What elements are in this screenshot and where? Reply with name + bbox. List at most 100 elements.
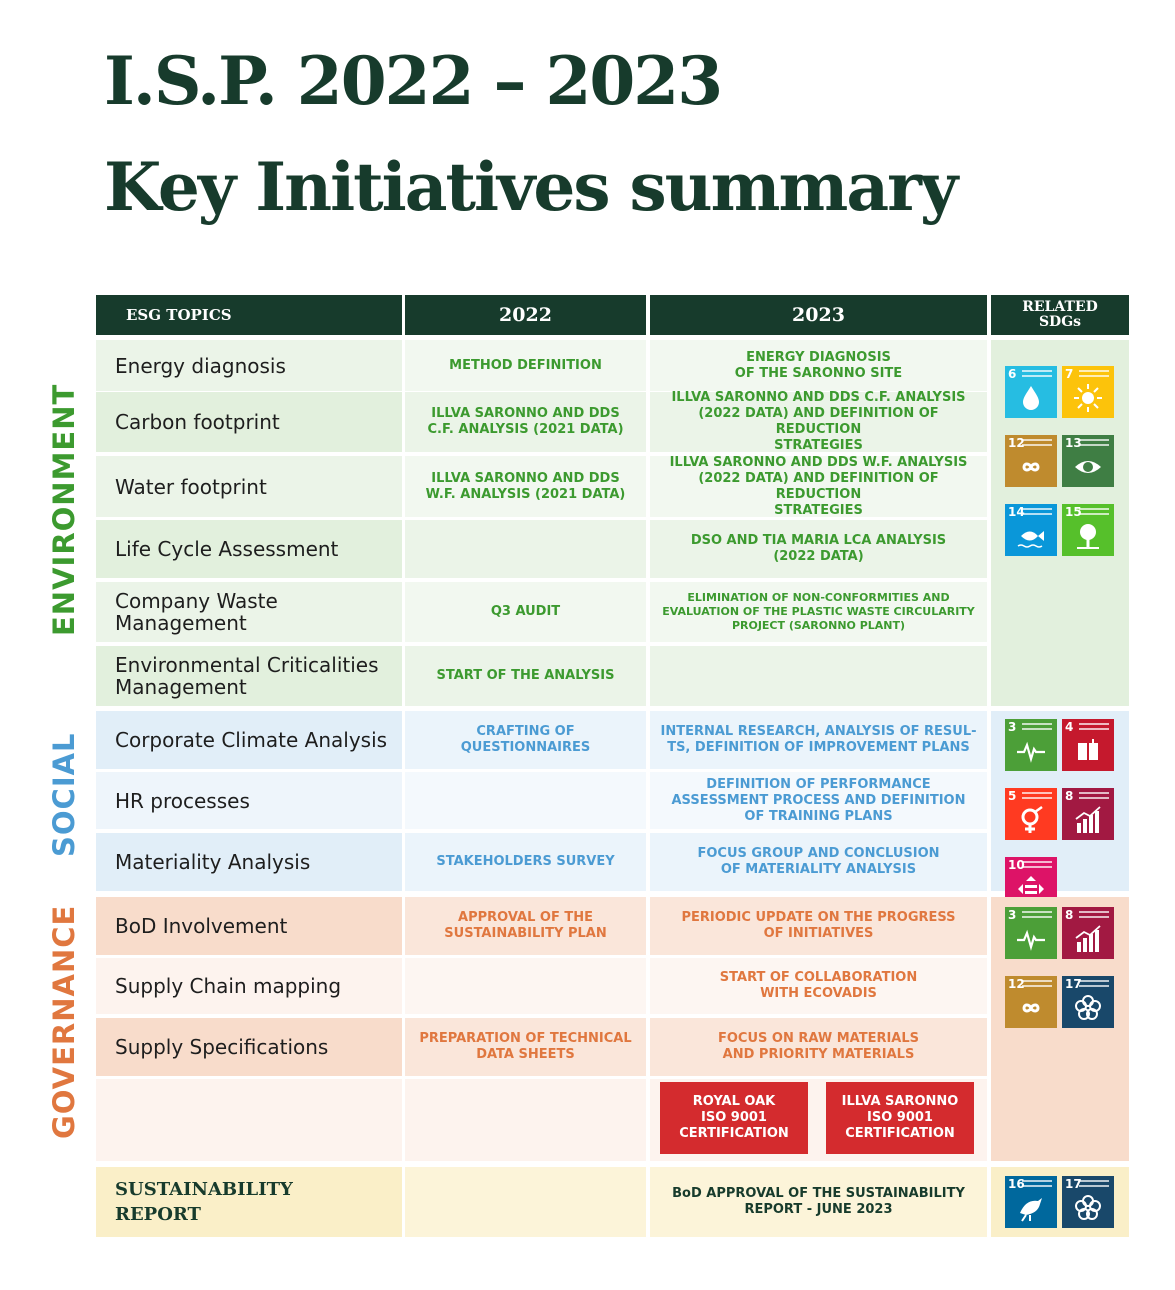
table-row-topic-text: Carbon footprint bbox=[115, 410, 280, 434]
sdg-6-tile: 6 bbox=[1005, 366, 1057, 418]
sdg-caption-lines bbox=[1022, 911, 1052, 918]
table-row-topic: BoD Involvement bbox=[96, 897, 402, 955]
sun-icon bbox=[1074, 384, 1102, 412]
category-environment: ENVIRONMENT bbox=[47, 383, 81, 636]
table-row-topic-text: SUSTAINABILITY REPORT bbox=[115, 1179, 293, 1225]
table-row-2023: FOCUS ON RAW MATERIALS AND PRIORITY MATE… bbox=[650, 1018, 987, 1076]
table-row-2022: START OF THE ANALYSIS bbox=[405, 646, 646, 706]
sdg-caption-lines bbox=[1022, 723, 1052, 730]
table-row-2023-text: ELIMINATION OF NON-CONFORMITIES AND EVAL… bbox=[662, 591, 975, 632]
sdg-number: 12 bbox=[1008, 436, 1025, 450]
sdg-panel-social: 3 4 5 8 10 bbox=[991, 711, 1129, 909]
table-row-2023-text: DSO AND TIA MARIA LCA ANALYSIS (2022 DAT… bbox=[690, 533, 947, 564]
table-row-topic: Water footprint bbox=[96, 456, 402, 517]
sdg-panel-environment: 6 7 12 13 14 15 bbox=[991, 340, 1129, 706]
table-row-2022 bbox=[405, 772, 646, 829]
table-row-2022: PREPARATION OF TECHNICAL DATA SHEETS bbox=[405, 1018, 646, 1076]
sdg-caption-lines bbox=[1022, 1180, 1052, 1187]
category-social: SOCIAL bbox=[47, 732, 81, 857]
table-row-topic-text: Corporate Climate Analysis bbox=[115, 728, 388, 752]
table-row-2023: ELIMINATION OF NON-CONFORMITIES AND EVAL… bbox=[650, 582, 987, 642]
table-row-2022-text: METHOD DEFINITION bbox=[449, 357, 602, 373]
sdg-caption-lines bbox=[1079, 1180, 1109, 1187]
table-row-2023: DSO AND TIA MARIA LCA ANALYSIS (2022 DAT… bbox=[650, 520, 987, 578]
gender-icon bbox=[1021, 805, 1043, 833]
sdg-3-tile: 3 bbox=[1005, 719, 1057, 771]
sdg-8-tile: 8 bbox=[1062, 788, 1114, 840]
growth-chart-icon bbox=[1075, 925, 1101, 952]
header-esg-topics: ESG TOPICS bbox=[96, 295, 402, 335]
sdg-number: 16 bbox=[1008, 1177, 1025, 1191]
table-row-2023-text: ILLVA SARONNO AND DDS C.F. ANALYSIS (202… bbox=[671, 390, 966, 453]
table-row-2023: ENERGY DIAGNOSIS OF THE SARONNO SITE bbox=[650, 340, 987, 391]
heartbeat-icon bbox=[1017, 741, 1045, 763]
header-2022: 2022 bbox=[405, 295, 646, 335]
table-row-2022-text: CRAFTING OF QUESTIONNAIRES bbox=[460, 724, 591, 755]
sdg-14-tile: 14 bbox=[1005, 504, 1057, 556]
table-row-2022: Q3 AUDIT bbox=[405, 582, 646, 642]
sdg-caption-lines bbox=[1079, 439, 1109, 446]
category-governance: GOVERNANCE bbox=[47, 904, 81, 1139]
header-related-sdgs: RELATED SDGs bbox=[991, 295, 1129, 335]
table-row-2023-text: FOCUS ON RAW MATERIALS AND PRIORITY MATE… bbox=[717, 1031, 920, 1062]
table-row-2023-text: START OF COLLABORATION WITH ECOVADIS bbox=[719, 970, 918, 1001]
table-row-2022 bbox=[405, 520, 646, 578]
sdg-number: 4 bbox=[1065, 720, 1074, 734]
table-row-2023: ILLVA SARONNO AND DDS W.F. ANALYSIS (202… bbox=[650, 454, 987, 518]
table-row-topic-text: Materiality Analysis bbox=[115, 850, 311, 874]
table-row-2023-text: FOCUS GROUP AND CONCLUSION OF MATERIALIT… bbox=[697, 846, 940, 877]
table-row-2022-text: ILLVA SARONNO AND DDS C.F. ANALYSIS (202… bbox=[427, 406, 624, 437]
table-row-2022: CRAFTING OF QUESTIONNAIRES bbox=[405, 711, 646, 769]
sdg-caption-lines bbox=[1079, 980, 1109, 987]
sdg-panel-sustainability: 16 17 bbox=[991, 1167, 1129, 1237]
sdg-caption-lines bbox=[1079, 508, 1109, 515]
fish-icon bbox=[1017, 531, 1044, 548]
table-row-2023-text: ILLVA SARONNO AND DDS W.F. ANALYSIS (202… bbox=[669, 454, 968, 518]
table-row-topic-text: Energy diagnosis bbox=[115, 353, 286, 378]
table-row-filler bbox=[405, 1079, 646, 1161]
infinity-icon bbox=[1022, 1003, 1040, 1013]
table-row-2022: ILLVA SARONNO AND DDS W.F. ANALYSIS (202… bbox=[405, 456, 646, 517]
table-row-topic-text: Company Waste Management bbox=[115, 589, 278, 635]
table-row-topic: HR processes bbox=[96, 772, 402, 829]
sdg-caption-lines bbox=[1022, 508, 1052, 515]
book-icon bbox=[1078, 739, 1098, 760]
sdg-3-tile: 3 bbox=[1005, 907, 1057, 959]
sdg-number: 15 bbox=[1065, 505, 1082, 519]
sdg-17-tile: 17 bbox=[1062, 1176, 1114, 1228]
sdg-12-tile: 12 bbox=[1005, 435, 1057, 487]
certification-badge: ROYAL OAK ISO 9001 CERTIFICATION bbox=[660, 1082, 808, 1154]
table-row-2022: ILLVA SARONNO AND DDS C.F. ANALYSIS (202… bbox=[405, 392, 646, 452]
table-row-2022 bbox=[405, 958, 646, 1014]
table-row-2023-text: PERIODIC UPDATE ON THE PROGRESS OF INITI… bbox=[681, 910, 956, 941]
sdg-number: 3 bbox=[1008, 720, 1017, 734]
table-row-2022: STAKEHOLDERS SURVEY bbox=[405, 833, 646, 891]
table-row-2023-text: BoD APPROVAL OF THE SUSTAINABILITY REPOR… bbox=[672, 1186, 965, 1217]
page-subtitle: Key Initiatives summary bbox=[104, 148, 958, 226]
sdg-number: 17 bbox=[1065, 977, 1082, 991]
sdg-17-tile: 17 bbox=[1062, 976, 1114, 1028]
table-row-topic-text: Environmental Criticalities Management bbox=[115, 653, 379, 699]
sdg-number: 5 bbox=[1008, 789, 1017, 803]
sdg-caption-lines bbox=[1079, 792, 1109, 799]
sdg-7-tile: 7 bbox=[1062, 366, 1114, 418]
table-row-topic: Company Waste Management bbox=[96, 582, 402, 642]
table-row-topic-text: Supply Chain mapping bbox=[115, 974, 342, 998]
table-row-2023: INTERNAL RESEARCH, ANALYSIS OF RESUL- TS… bbox=[650, 711, 987, 769]
sdg-caption-lines bbox=[1022, 439, 1052, 446]
table-row-topic-text: Supply Specifications bbox=[115, 1035, 329, 1059]
header-2023: 2023 bbox=[650, 295, 987, 335]
sdg-number: 17 bbox=[1065, 1177, 1082, 1191]
table-row-2023: ILLVA SARONNO AND DDS C.F. ANALYSIS (202… bbox=[650, 390, 987, 453]
sdg-8-tile: 8 bbox=[1062, 907, 1114, 959]
table-row-2022-text: PREPARATION OF TECHNICAL DATA SHEETS bbox=[419, 1031, 632, 1062]
table-row-2023: FOCUS GROUP AND CONCLUSION OF MATERIALIT… bbox=[650, 833, 987, 891]
table-row-2022: APPROVAL OF THE SUSTAINABILITY PLAN bbox=[405, 897, 646, 955]
table-row-2023-text: DEFINITION OF PERFORMANCE ASSESSMENT PRO… bbox=[671, 776, 966, 824]
sdg-panel-governance: 3 8 12 17 bbox=[991, 897, 1129, 1161]
table-row-2023: BoD APPROVAL OF THE SUSTAINABILITY REPOR… bbox=[650, 1167, 987, 1237]
header-sdgs-line2: SDGs bbox=[1038, 314, 1082, 330]
sdg-4-tile: 4 bbox=[1062, 719, 1114, 771]
sdg-13-tile: 13 bbox=[1062, 435, 1114, 487]
table-row-filler bbox=[96, 1079, 402, 1161]
